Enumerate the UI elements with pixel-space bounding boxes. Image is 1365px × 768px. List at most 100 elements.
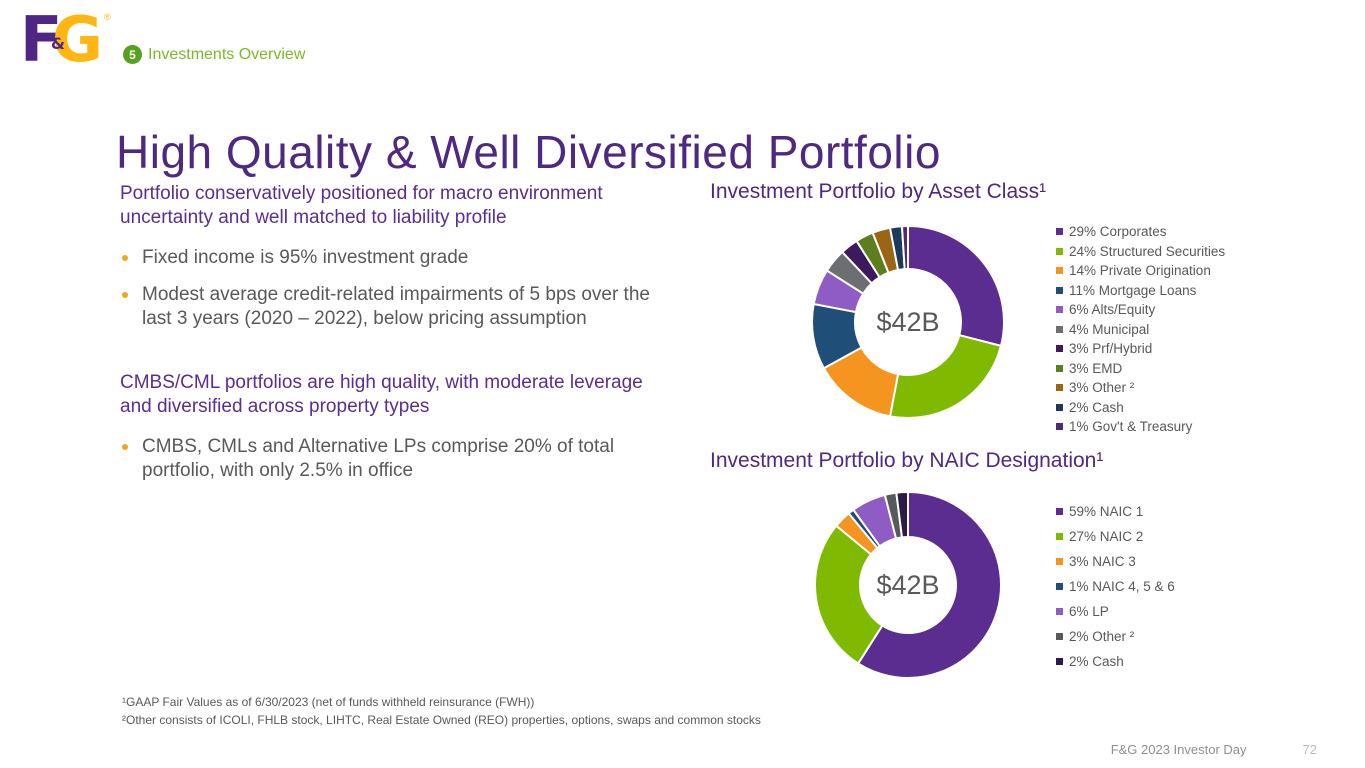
chart-title: Investment Portfolio by Asset Class¹ <box>710 180 1047 203</box>
logo-letter-g: G <box>52 3 103 76</box>
bullet-list: CMBS, CMLs and Alternative LPs comprise … <box>120 435 672 483</box>
legend-label: 2% Cash <box>1069 399 1124 415</box>
bullet-dot-icon <box>122 255 128 261</box>
legend-marker-icon <box>1056 533 1063 540</box>
legend-item: 14% Private Origination <box>1056 261 1225 281</box>
asset-class-chart: Investment Portfolio by Asset Class¹ $42B… <box>710 180 1365 450</box>
legend-label: 2% Cash <box>1069 654 1124 669</box>
page-title: High Quality & Well Diversified Portfoli… <box>116 125 941 178</box>
legend-label: 4% Municipal <box>1069 321 1150 337</box>
section-number-badge: 5 <box>123 45 142 64</box>
legend-item: 4% Municipal <box>1056 320 1225 340</box>
legend-label: 3% EMD <box>1069 360 1123 376</box>
bullet-item: Modest average credit-related impairment… <box>120 283 672 331</box>
bullet-list: Fixed income is 95% investment grade Mode… <box>120 246 672 331</box>
legend-label: 1% NAIC 4, 5 & 6 <box>1069 579 1175 594</box>
legend-item: 2% Cash <box>1056 649 1175 674</box>
legend-label: 3% Other ² <box>1069 380 1135 396</box>
legend-item: 3% Other ² <box>1056 378 1225 398</box>
legend-label: 14% Private Origination <box>1069 263 1211 279</box>
chart-legend: 59% NAIC 1 27% NAIC 2 3% NAIC 3 1% NAIC 4, … <box>1056 499 1175 674</box>
legend-item: 27% NAIC 2 <box>1056 524 1175 549</box>
donut-segment <box>895 490 909 539</box>
section-heading: Portfolio conservatively positioned for … <box>120 183 603 228</box>
bullet-item: CMBS, CMLs and Alternative LPs comprise … <box>120 435 672 483</box>
legend-marker-icon <box>1056 247 1063 255</box>
bullet-dot-icon <box>122 444 128 450</box>
legend-item: 3% NAIC 3 <box>1056 549 1175 574</box>
legend-item: 1% Gov't & Treasury <box>1056 417 1225 437</box>
legend-item: 3% Prf/Hybrid <box>1056 339 1225 359</box>
bullet-dot-icon <box>122 292 128 298</box>
legend-marker-icon <box>1056 384 1063 392</box>
section-heading: CMBS/CML portfolios are high quality, wi… <box>120 372 643 417</box>
legend-label: 59% NAIC 1 <box>1069 504 1144 519</box>
donut-chart: $42B <box>814 490 1002 679</box>
legend-item: 11% Mortgage Loans <box>1056 281 1225 301</box>
logo-letter-f: F <box>20 3 63 76</box>
donut-segment <box>814 524 884 665</box>
footnote-2: ²Other consists of ICOLI, FHLB stock, LI… <box>122 713 761 727</box>
legend-label: 11% Mortgage Loans <box>1069 282 1197 298</box>
legend-item: 6% LP <box>1056 599 1175 624</box>
naic-designation-chart: Investment Portfolio by NAIC Designation… <box>710 449 1365 719</box>
legend-marker-icon <box>1056 633 1063 640</box>
footnote-1: ¹GAAP Fair Values as of 6/30/2023 (net o… <box>122 695 535 709</box>
chart-title: Investment Portfolio by NAIC Designation… <box>710 449 1104 472</box>
legend-marker-icon <box>1056 364 1063 372</box>
bullet-text: CMBS, CMLs and Alternative LPs comprise … <box>142 436 615 481</box>
bullet-text: Fixed income is 95% investment grade <box>142 247 469 268</box>
left-column: Portfolio conservatively positioned for … <box>120 182 672 496</box>
legend-label: 29% Corporates <box>1069 224 1167 240</box>
legend-item: 59% NAIC 1 <box>1056 499 1175 524</box>
legend-marker-icon <box>1056 306 1063 314</box>
legend-item: 6% Alts/Equity <box>1056 300 1225 320</box>
legend-marker-icon <box>1056 403 1063 411</box>
chart-legend: 29% Corporates 24% Structured Securities 1… <box>1056 222 1225 437</box>
legend-label: 1% Gov't & Treasury <box>1069 419 1193 435</box>
registered-trademark-icon: ® <box>104 12 111 22</box>
legend-marker-icon <box>1056 423 1063 431</box>
text-section: CMBS/CML portfolios are high quality, wi… <box>120 371 672 483</box>
donut-center-label: $42B <box>876 307 939 337</box>
legend-marker-icon <box>1056 508 1063 515</box>
legend-item: 3% EMD <box>1056 359 1225 379</box>
legend-marker-icon <box>1056 345 1063 353</box>
legend-marker-icon <box>1056 228 1063 236</box>
bullet-text: Modest average credit-related impairment… <box>142 284 650 329</box>
footer-event-label: F&G 2023 Investor Day <box>1110 742 1247 757</box>
legend-item: 24% Structured Securities <box>1056 242 1225 262</box>
legend-item: 2% Other ² <box>1056 624 1175 649</box>
legend-item: 2% Cash <box>1056 398 1225 418</box>
section-badge-label: Investments Overview <box>148 45 306 63</box>
legend-label: 2% Other ² <box>1069 629 1135 644</box>
donut-segment <box>907 224 1005 348</box>
footnotes: ¹GAAP Fair Values as of 6/30/2023 (net o… <box>122 693 761 729</box>
legend-marker-icon <box>1056 267 1063 275</box>
legend-item: 1% NAIC 4, 5 & 6 <box>1056 574 1175 599</box>
legend-marker-icon <box>1056 325 1063 333</box>
fg-logo: F G & ® <box>20 5 120 78</box>
bullet-item: Fixed income is 95% investment grade <box>120 246 672 270</box>
text-section: Portfolio conservatively positioned for … <box>120 182 672 331</box>
donut-segment <box>856 490 1002 679</box>
logo-ampersand: & <box>51 34 65 53</box>
legend-label: 24% Structured Securities <box>1069 243 1226 259</box>
donut-center-label: $42B <box>876 570 939 600</box>
legend-marker-icon <box>1056 658 1063 665</box>
legend-item: 29% Corporates <box>1056 222 1225 242</box>
footer: F&G 2023 Investor Day 72 <box>1111 742 1317 757</box>
donut-segment <box>900 224 909 271</box>
section-badge: 5 Investments Overview <box>123 45 305 64</box>
donut-segment <box>888 333 1003 419</box>
legend-marker-icon <box>1056 583 1063 590</box>
legend-marker-icon <box>1056 286 1063 294</box>
legend-label: 6% LP <box>1069 604 1109 619</box>
page-number: 72 <box>1302 742 1317 757</box>
legend-marker-icon <box>1056 558 1063 565</box>
legend-label: 3% Prf/Hybrid <box>1069 341 1153 357</box>
legend-marker-icon <box>1056 608 1063 615</box>
legend-label: 6% Alts/Equity <box>1069 302 1156 318</box>
donut-chart: $42B <box>811 224 1005 419</box>
